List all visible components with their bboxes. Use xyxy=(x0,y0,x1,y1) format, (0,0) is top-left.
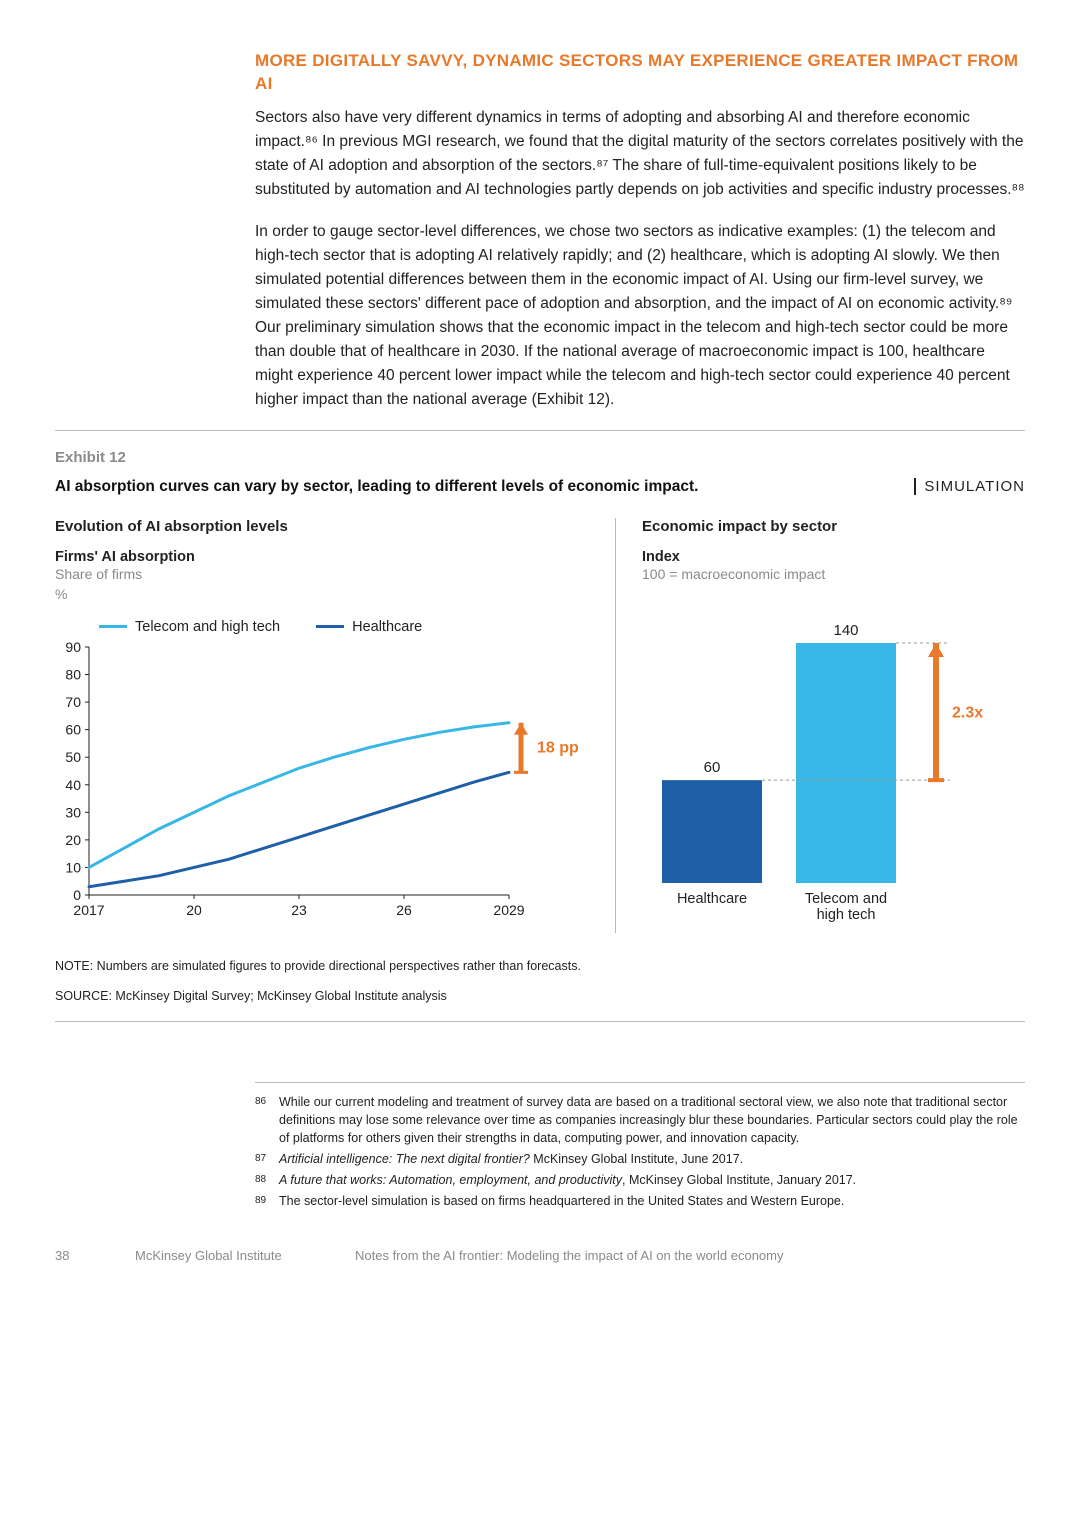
svg-text:26: 26 xyxy=(396,902,412,918)
footnote-number: 87 xyxy=(255,1150,279,1168)
svg-text:2029: 2029 xyxy=(493,902,524,918)
legend-swatch xyxy=(99,625,127,628)
svg-text:18 pp: 18 pp xyxy=(537,739,579,756)
svg-text:23: 23 xyxy=(291,902,307,918)
exhibit-note: NOTE: Numbers are simulated figures to p… xyxy=(55,959,1025,973)
line-chart-title: Evolution of AI absorption levels xyxy=(55,518,585,535)
section-heading: MORE DIGITALLY SAVVY, DYNAMIC SECTORS MA… xyxy=(255,50,1025,96)
footnote-text: A future that works: Automation, employm… xyxy=(279,1171,1025,1189)
svg-text:0: 0 xyxy=(73,887,81,903)
exhibit-rule-top xyxy=(55,430,1025,431)
svg-text:20: 20 xyxy=(186,902,202,918)
svg-text:30: 30 xyxy=(65,804,81,820)
body-paragraph-1: Sectors also have very different dynamic… xyxy=(255,106,1025,202)
footnote-text: Artificial intelligence: The next digita… xyxy=(279,1150,1025,1168)
line-chart-subtitle-grey: Share of firms% xyxy=(55,565,585,604)
footnote-number: 88 xyxy=(255,1171,279,1189)
exhibit: Exhibit 12 AI absorption curves can vary… xyxy=(55,449,1025,1003)
footnote: 88 A future that works: Automation, empl… xyxy=(255,1171,1025,1189)
line-chart-subtitle-bold: Firms' AI absorption xyxy=(55,549,585,565)
footnote-text: The sector-level simulation is based on … xyxy=(279,1192,1025,1210)
footnotes: 86 While our current modeling and treatm… xyxy=(255,1082,1025,1211)
bar-chart-subtitle-grey: 100 = macroeconomic impact xyxy=(642,565,1025,585)
svg-text:Telecom and: Telecom and xyxy=(805,891,887,907)
line-chart-legend: Telecom and high tech Healthcare xyxy=(99,616,585,635)
body-paragraph-2: In order to gauge sector-level differenc… xyxy=(255,220,1025,412)
page-number: 38 xyxy=(55,1248,135,1263)
footer-institute: McKinsey Global Institute xyxy=(135,1248,355,1263)
svg-text:90: 90 xyxy=(65,641,81,655)
svg-text:2017: 2017 xyxy=(73,902,104,918)
footer-doc-title: Notes from the AI frontier: Modeling the… xyxy=(355,1248,784,1263)
exhibit-rule-bottom xyxy=(55,1021,1025,1022)
svg-text:2.3x: 2.3x xyxy=(952,704,983,721)
line-chart-panel: Evolution of AI absorption levels Firms'… xyxy=(55,518,585,933)
svg-text:60: 60 xyxy=(65,721,81,737)
line-chart: 0 10 20 30 40 50 60 70 80 90 2017 20 23 26 2029 18 pp xyxy=(55,641,585,921)
footnote: 86 While our current modeling and treatm… xyxy=(255,1093,1025,1147)
svg-text:high tech: high tech xyxy=(817,907,876,923)
simulation-badge: SIMULATION xyxy=(914,478,1025,495)
exhibit-source: SOURCE: McKinsey Digital Survey; McKinse… xyxy=(55,989,1025,1003)
svg-text:80: 80 xyxy=(65,666,81,682)
legend-swatch xyxy=(316,625,344,628)
svg-text:50: 50 xyxy=(65,749,81,765)
legend-item: Telecom and high tech xyxy=(99,619,280,635)
footnote: 89 The sector-level simulation is based … xyxy=(255,1192,1025,1210)
svg-text:70: 70 xyxy=(65,694,81,710)
footnote-number: 89 xyxy=(255,1192,279,1210)
svg-text:10: 10 xyxy=(65,859,81,875)
bar-chart-subtitle-bold: Index xyxy=(642,549,1025,565)
footnote: 87 Artificial intelligence: The next dig… xyxy=(255,1150,1025,1168)
footnote-number: 86 xyxy=(255,1093,279,1147)
exhibit-label: Exhibit 12 xyxy=(55,449,1025,466)
bar-chart-title: Economic impact by sector xyxy=(642,518,1025,535)
bar-chart: 60 Healthcare 140 Telecom andhigh tech 2.3x xyxy=(642,613,1025,933)
page-footer: 38 McKinsey Global Institute Notes from … xyxy=(55,1248,1025,1263)
exhibit-title: AI absorption curves can vary by sector,… xyxy=(55,478,698,496)
svg-text:60: 60 xyxy=(704,759,721,776)
bar-chart-panel: Economic impact by sector Index 100 = ma… xyxy=(615,518,1025,933)
svg-text:20: 20 xyxy=(65,832,81,848)
svg-text:40: 40 xyxy=(65,777,81,793)
svg-text:Healthcare: Healthcare xyxy=(677,891,747,907)
svg-text:140: 140 xyxy=(833,622,858,639)
legend-item: Healthcare xyxy=(316,619,422,635)
footnote-text: While our current modeling and treatment… xyxy=(279,1093,1025,1147)
